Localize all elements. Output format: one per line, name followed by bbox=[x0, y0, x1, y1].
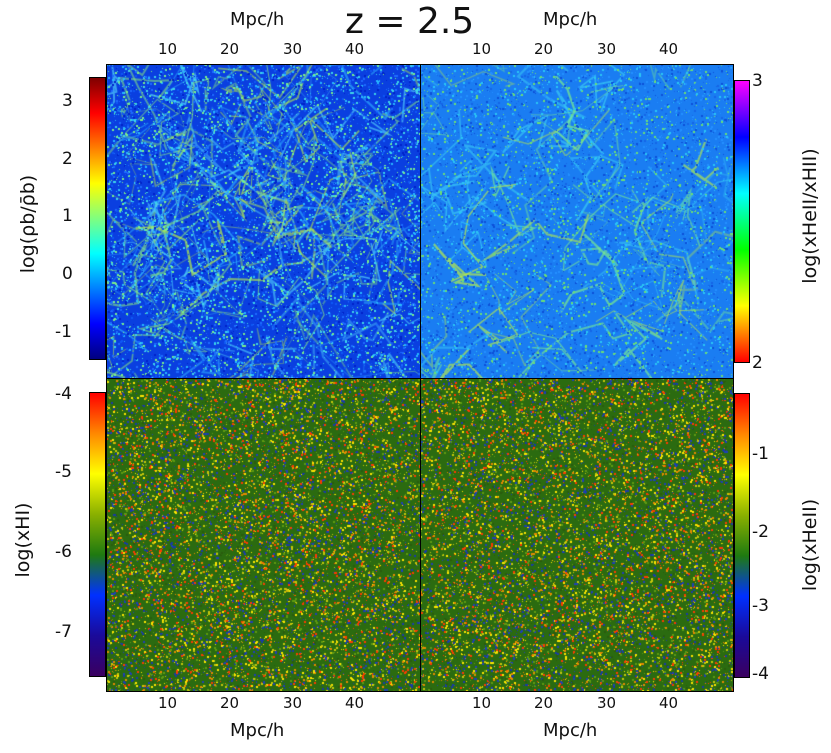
hi-fraction-map-panel bbox=[106, 378, 420, 692]
hi-fraction-colorbar-tick: -4 bbox=[55, 384, 72, 404]
heii-fraction-colorbar-tick: -3 bbox=[752, 596, 769, 616]
density-map-panel bbox=[106, 64, 420, 378]
top-right-xtick: 40 bbox=[659, 40, 679, 58]
heii-fraction-colorbar-label: log(xHeII) bbox=[799, 498, 821, 592]
hi-fraction-colorbar-tick: -5 bbox=[55, 462, 72, 482]
heii-hii-ratio-colorbar-tick: 2 bbox=[752, 353, 763, 373]
density-colorbar-label: log(ρb/ρ̄b) bbox=[17, 174, 39, 274]
heii-fraction-colorbar-tick: -2 bbox=[752, 522, 769, 542]
heii-hii-ratio-colorbar bbox=[734, 80, 750, 363]
heii-fraction-map-panel bbox=[420, 378, 734, 692]
bottom-right-xtick: 10 bbox=[472, 694, 492, 712]
heii-hii-ratio-map-panel bbox=[420, 64, 734, 378]
density-colorbar bbox=[89, 77, 106, 360]
heii-fraction-colorbar-tick: -1 bbox=[752, 444, 769, 464]
heii-fraction-colorbar bbox=[734, 393, 750, 678]
heii-hii-ratio-colorbar-label: log(xHeII/xHII) bbox=[799, 148, 821, 284]
bottom-left-xtick: 30 bbox=[283, 694, 303, 712]
top-left-xtick: 40 bbox=[345, 40, 365, 58]
top-left-xtick: 10 bbox=[158, 40, 178, 58]
hi-fraction-colorbar-label: log(xHI) bbox=[12, 502, 34, 578]
top-right-xlabel: Mpc/h bbox=[543, 9, 598, 30]
density-colorbar-tick: 3 bbox=[62, 91, 73, 111]
bottom-right-xtick: 20 bbox=[534, 694, 554, 712]
bottom-left-xtick: 40 bbox=[345, 694, 365, 712]
bottom-left-xtick: 10 bbox=[158, 694, 178, 712]
top-left-xtick: 30 bbox=[283, 40, 303, 58]
bottom-right-xlabel: Mpc/h bbox=[543, 720, 598, 741]
top-left-xtick: 20 bbox=[220, 40, 240, 58]
top-right-xtick: 20 bbox=[534, 40, 554, 58]
chart-title: z = 2.5 bbox=[345, 1, 475, 42]
panel-divider-horizontal bbox=[106, 378, 734, 379]
hi-fraction-colorbar-tick: -6 bbox=[55, 542, 72, 562]
top-left-xlabel: Mpc/h bbox=[230, 9, 285, 30]
bottom-left-xtick: 20 bbox=[220, 694, 240, 712]
density-colorbar-tick: 2 bbox=[62, 149, 73, 169]
density-colorbar-tick: 0 bbox=[62, 264, 73, 284]
heii-fraction-colorbar-tick: -4 bbox=[752, 664, 769, 684]
top-right-xtick: 10 bbox=[472, 40, 492, 58]
heii-hii-ratio-colorbar-tick: 3 bbox=[752, 71, 763, 91]
bottom-left-xlabel: Mpc/h bbox=[230, 720, 285, 741]
bottom-right-xtick: 40 bbox=[659, 694, 679, 712]
bottom-right-xtick: 30 bbox=[597, 694, 617, 712]
density-colorbar-tick: 1 bbox=[62, 206, 73, 226]
density-colorbar-tick: -1 bbox=[55, 322, 72, 342]
hi-fraction-colorbar-tick: -7 bbox=[55, 622, 72, 642]
top-right-xtick: 30 bbox=[597, 40, 617, 58]
hi-fraction-colorbar bbox=[89, 392, 106, 677]
